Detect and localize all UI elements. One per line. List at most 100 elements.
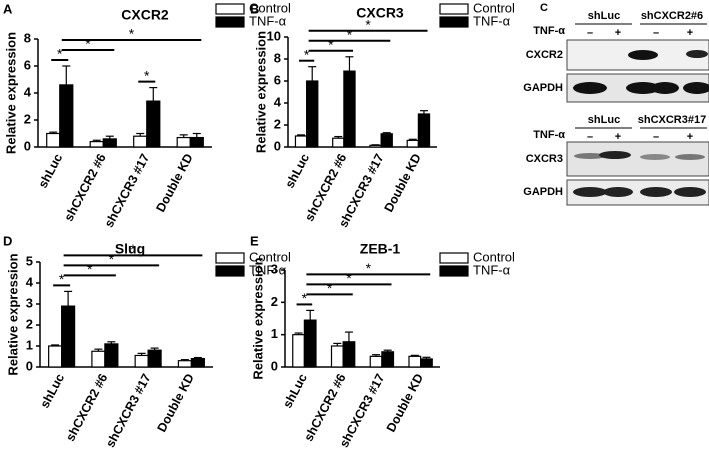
bar bbox=[330, 345, 344, 368]
legend-swatch bbox=[439, 252, 469, 264]
y-axis-label: Relative expression bbox=[3, 32, 18, 154]
significance-star: * bbox=[144, 67, 150, 83]
y-tick-label: 2 bbox=[24, 111, 31, 126]
y-tick-label: 0 bbox=[24, 138, 31, 153]
bar bbox=[46, 132, 61, 148]
bar bbox=[134, 354, 149, 368]
chart-title: ZEB-1 bbox=[360, 241, 401, 257]
row-label: GAPDH bbox=[523, 82, 563, 94]
bar bbox=[133, 135, 148, 148]
treatment-sign: + bbox=[615, 27, 621, 39]
bar bbox=[59, 84, 74, 148]
row-label: GAPDH bbox=[523, 186, 563, 198]
bar bbox=[89, 141, 104, 148]
legend-swatch bbox=[439, 265, 469, 277]
bar bbox=[146, 100, 161, 148]
bar bbox=[306, 80, 319, 148]
bar bbox=[332, 137, 345, 148]
group-label: shCXCR2#6 bbox=[641, 10, 703, 22]
bar bbox=[417, 113, 431, 148]
band bbox=[683, 82, 709, 94]
legend-swatch bbox=[215, 3, 245, 15]
treatment-sign: – bbox=[653, 131, 659, 143]
row-label: CXCR2 bbox=[526, 49, 563, 61]
significance-star: * bbox=[302, 290, 308, 306]
bar bbox=[294, 135, 308, 148]
x-tick-label: Double KD bbox=[384, 371, 426, 434]
legend-label: TNF-α bbox=[473, 13, 511, 28]
treatment-sign: + bbox=[687, 27, 693, 39]
treatment-sign: + bbox=[615, 131, 621, 143]
legend-swatch bbox=[439, 16, 469, 28]
y-tick-label: 2 bbox=[271, 294, 278, 309]
significance-star: * bbox=[304, 46, 310, 62]
x-tick-label: shCXCR3 #17 bbox=[103, 371, 154, 449]
panel-label: B bbox=[250, 1, 259, 16]
legend-label: Control bbox=[249, 0, 291, 15]
y-tick-label: 5 bbox=[26, 253, 33, 268]
x-tick-label: Double KD bbox=[382, 151, 424, 214]
y-tick-label: 0 bbox=[274, 138, 281, 153]
band bbox=[675, 154, 705, 160]
significance-star: * bbox=[85, 36, 91, 52]
legend-swatch bbox=[215, 265, 245, 277]
legend-label: TNF-α bbox=[249, 262, 287, 277]
band bbox=[686, 50, 708, 58]
y-tick-label: 6 bbox=[24, 57, 31, 72]
y-tick-label: 8 bbox=[24, 30, 31, 45]
bar bbox=[380, 133, 393, 148]
legend-label: Control bbox=[249, 249, 291, 264]
band bbox=[574, 153, 606, 159]
bar bbox=[61, 305, 76, 368]
significance-star: * bbox=[129, 26, 135, 42]
panel-label: D bbox=[3, 233, 12, 248]
significance-star: * bbox=[347, 27, 353, 43]
panel-label: A bbox=[3, 1, 13, 16]
significance-star: * bbox=[346, 270, 352, 286]
bar bbox=[342, 341, 356, 368]
x-tick-label: shLuc bbox=[280, 371, 310, 410]
bar bbox=[190, 358, 205, 368]
x-tick-label: Double KD bbox=[155, 371, 197, 434]
chart-title: Slug bbox=[115, 241, 145, 257]
y-tick-label: 10 bbox=[267, 28, 281, 43]
band bbox=[640, 187, 672, 197]
significance-star: * bbox=[366, 260, 372, 276]
band bbox=[599, 151, 631, 159]
significance-star: * bbox=[328, 37, 334, 53]
group-label: shCXCR3#17 bbox=[638, 114, 706, 126]
bar bbox=[48, 345, 63, 368]
bar bbox=[343, 70, 356, 148]
significance-star: * bbox=[365, 17, 371, 33]
x-tick-label: shLuc bbox=[38, 371, 68, 410]
group-label: shLuc bbox=[588, 114, 620, 126]
bar bbox=[303, 319, 317, 368]
band bbox=[573, 82, 607, 94]
y-tick-label: 4 bbox=[26, 274, 34, 289]
significance-star: * bbox=[327, 280, 333, 296]
significance-star: * bbox=[57, 46, 63, 62]
y-tick-label: 2 bbox=[274, 116, 281, 131]
bar bbox=[408, 355, 422, 368]
y-tick-label: 3 bbox=[271, 261, 278, 276]
treatment-sign: – bbox=[653, 27, 659, 39]
band bbox=[626, 82, 660, 94]
bar bbox=[189, 136, 204, 148]
y-axis-label: Relative expression bbox=[5, 253, 20, 375]
bar bbox=[147, 349, 162, 368]
treatment-sign: + bbox=[687, 131, 693, 143]
y-tick-label: 4 bbox=[274, 94, 282, 109]
bar bbox=[177, 360, 192, 368]
legend-label: Control bbox=[473, 0, 515, 15]
band bbox=[573, 187, 607, 197]
chart-title: CXCR2 bbox=[121, 7, 169, 23]
treatment-sign: – bbox=[587, 27, 593, 39]
y-tick-label: 6 bbox=[274, 72, 281, 87]
bar bbox=[381, 351, 395, 368]
legend-swatch bbox=[215, 16, 245, 28]
legend-label: Control bbox=[473, 249, 515, 264]
band bbox=[674, 187, 706, 197]
band bbox=[651, 82, 679, 94]
